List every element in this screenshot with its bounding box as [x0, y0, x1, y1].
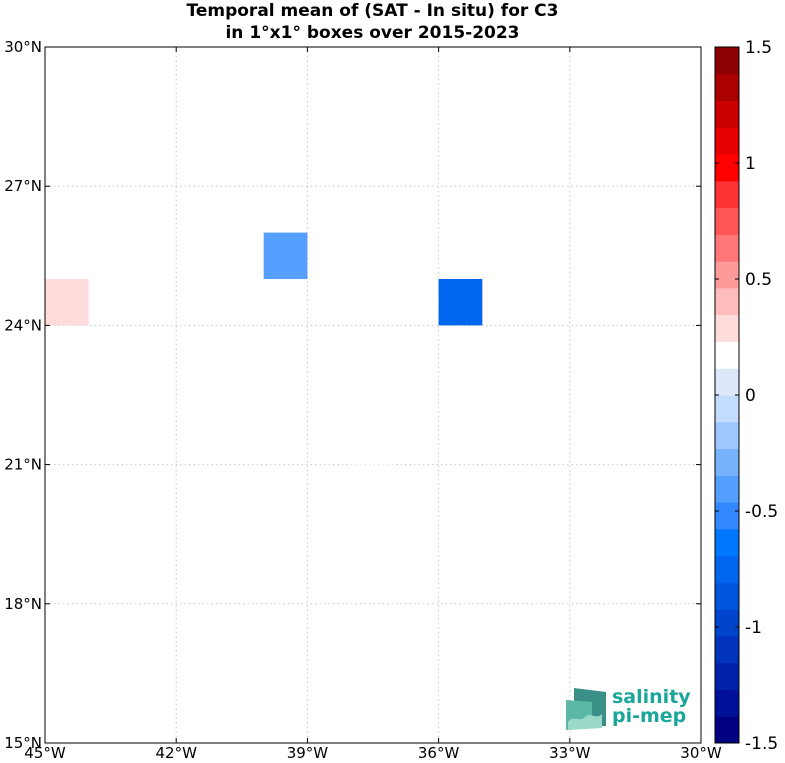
colorbar-segment-8 [715, 502, 739, 530]
colorbar-tick-label-6: -1.5 [745, 734, 778, 754]
colorbar-segment-13 [715, 368, 739, 396]
colorbar-segment-23 [715, 100, 739, 128]
y-tick-label-0: 15°N [4, 734, 42, 752]
colorbar-segment-18 [715, 234, 739, 262]
x-tick-label-4: 33°W [549, 744, 591, 762]
y-tick-label-4: 27°N [4, 177, 42, 195]
colorbar-segment-3 [715, 635, 739, 664]
colorbar-segment-10 [715, 448, 739, 476]
colorbar-tick-label-1: 1 [745, 154, 756, 174]
colorbar-tick-label-2: 0.5 [745, 270, 772, 290]
logo-icon: salinity pi-mep [566, 686, 691, 730]
data-cell-0 [45, 279, 89, 326]
title-line-1: Temporal mean of (SAT - In situ) for C3 [186, 1, 559, 21]
colorbar-tick-label-0: 1.5 [745, 38, 772, 58]
y-axis: 15°N 18°N 21°N 24°N 27°N 30°N [4, 38, 701, 752]
colorbar-segment-14 [715, 341, 739, 369]
colorbar-segment-21 [715, 154, 739, 182]
colorbar-segment-7 [715, 528, 739, 557]
colorbar-segment-4 [715, 609, 739, 637]
y-tick-label-5: 30°N [4, 38, 42, 56]
colorbar-segment-15 [715, 314, 739, 342]
x-tick-label-3: 36°W [418, 744, 460, 762]
colorbar-segment-25 [715, 47, 739, 75]
colorbar-segment-22 [715, 127, 739, 155]
y-tick-label-2: 21°N [4, 456, 42, 474]
colorbar-segment-6 [715, 555, 739, 583]
x-tick-label-1: 42°W [155, 744, 197, 762]
logo-text-line2: pi-mep [612, 705, 686, 727]
data-cell-3 [351, 418, 395, 465]
colorbar-segment-2 [715, 662, 739, 690]
y-tick-label-1: 18°N [4, 595, 42, 613]
colorbar-segment-0 [715, 716, 739, 744]
colorbar-segment-5 [715, 582, 739, 610]
x-tick-label-2: 39°W [287, 744, 329, 762]
data-cell-2 [438, 279, 483, 326]
data-cells [45, 232, 483, 465]
colorbar-segment-20 [715, 180, 739, 209]
colorbar-tick-label-3: 0 [745, 386, 756, 406]
x-tick-label-5: 30°W [680, 744, 722, 762]
colorbar: 1.5 1 0.5 0 -0.5 -1 -1.5 [714, 38, 778, 754]
colorbar-segment-12 [715, 395, 739, 423]
chart-title: Temporal mean of (SAT - In situ) for C3 … [0, 0, 745, 44]
x-axis: 45°W 42°W 39°W 36°W 33°W 30°W [24, 47, 722, 762]
colorbar-tick-label-4: -0.5 [745, 502, 778, 522]
x-tick-label-0: 45°W [24, 744, 66, 762]
logo-text-line1: salinity [612, 686, 691, 708]
colorbar-segment-16 [715, 287, 739, 316]
colorbar-tick-label-5: -1 [745, 618, 762, 638]
colorbar-segment-9 [715, 475, 739, 503]
y-tick-label-3: 24°N [4, 316, 42, 334]
colorbar-segment-1 [715, 689, 739, 717]
salinity-pimep-logo: salinity pi-mep [562, 684, 702, 732]
title-line-2: in 1°x1° boxes over 2015-2023 [225, 23, 520, 43]
data-cell-1 [263, 232, 308, 279]
colorbar-segment-17 [715, 261, 739, 289]
plot-frame [44, 46, 702, 744]
colorbar-segment-24 [715, 73, 739, 102]
colorbar-segment-19 [715, 207, 739, 235]
grid-lines [45, 47, 701, 743]
colorbar-segment-11 [715, 421, 739, 450]
